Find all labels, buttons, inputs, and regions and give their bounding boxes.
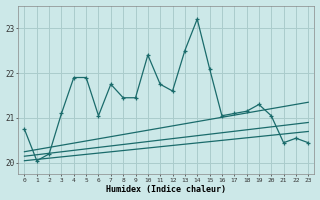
X-axis label: Humidex (Indice chaleur): Humidex (Indice chaleur)	[106, 185, 226, 194]
